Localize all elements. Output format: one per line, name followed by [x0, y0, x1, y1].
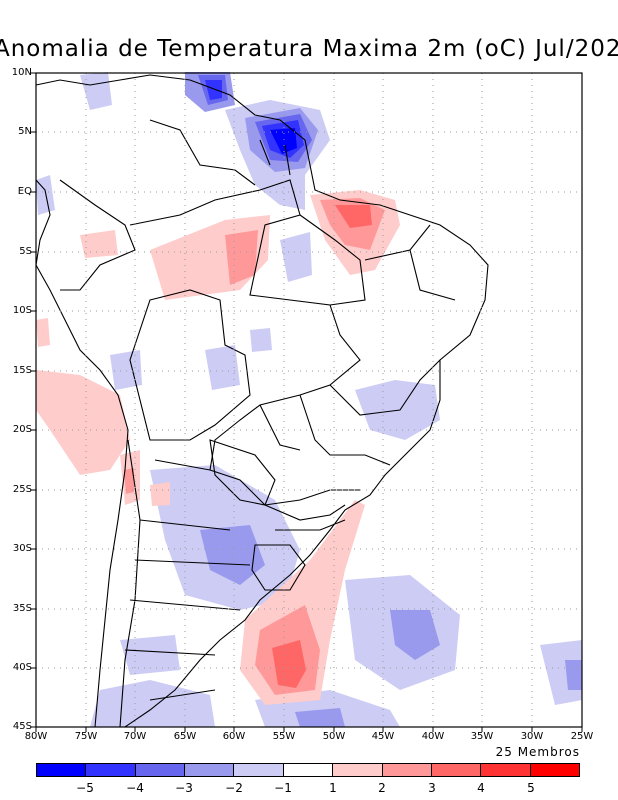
cold-anomaly-central	[110, 328, 440, 440]
lat-label-25s: 25S	[12, 484, 32, 495]
colorbar-cell	[234, 764, 284, 776]
colorbar-cell	[283, 764, 334, 776]
colorbar-cell	[135, 764, 186, 776]
border-colombia-peru	[59, 179, 136, 291]
colorbar-label-1: 1	[329, 781, 337, 795]
anomaly-shading	[36, 72, 582, 727]
colorbar-legend	[36, 763, 580, 777]
colorbar-cell	[431, 764, 482, 776]
lat-label-40s: 40S	[12, 662, 32, 673]
graticule	[36, 73, 582, 727]
lon-label-40w: 40W	[421, 731, 445, 742]
lat-label-5s: 5S	[19, 246, 32, 257]
colorbar-cell	[333, 764, 383, 776]
lat-label-eq: EQ	[17, 186, 32, 197]
lon-label-80w: 80W	[24, 731, 48, 742]
lon-label-50w: 50W	[322, 731, 346, 742]
lat-label-30s: 30S	[12, 543, 32, 554]
lon-label-35w: 35W	[470, 731, 494, 742]
lon-label-25w: 25W	[570, 731, 594, 742]
colorbar-cell	[185, 764, 235, 776]
border-uruguay	[251, 544, 306, 591]
colorbar-label-minus1: −1	[274, 781, 292, 795]
lon-label-75w: 75W	[74, 731, 98, 742]
lat-label-15s: 15S	[12, 365, 32, 376]
colorbar-label-minus3: −3	[175, 781, 193, 795]
border-brazil-states-north	[299, 214, 456, 306]
border-argentina-provinces	[124, 459, 251, 701]
lon-label-70w: 70W	[123, 731, 147, 742]
colorbar-label-minus2: −2	[225, 781, 243, 795]
colorbar-label-2: 2	[378, 781, 386, 795]
lat-label-10s: 10S	[12, 305, 32, 316]
colorbar-cell	[382, 764, 432, 776]
warm-anomaly-west	[36, 318, 170, 506]
warm-anomaly-north	[80, 190, 400, 300]
colorbar-label-5: 5	[527, 781, 535, 795]
lat-label-45s: 45S	[12, 721, 32, 732]
lon-label-65w: 65W	[173, 731, 197, 742]
colorbar-label-minus4: −4	[126, 781, 144, 795]
coastline-west	[35, 179, 129, 728]
lon-label-55w: 55W	[272, 731, 296, 742]
border-bolivia	[129, 289, 251, 441]
warm-anomaly-south	[240, 500, 365, 705]
colorbar-cell	[481, 764, 531, 776]
ensemble-members-label: 25 Membros	[495, 745, 580, 759]
lon-label-60w: 60W	[222, 731, 246, 742]
map-frame	[31, 72, 583, 732]
colorbar-cell	[530, 764, 579, 776]
map-title: Anomalia de Temperatura Maxima 2m (oC) J…	[0, 36, 618, 62]
border-brazil-west	[129, 179, 361, 521]
cold-anomaly-south	[90, 465, 582, 727]
lon-label-45w: 45W	[371, 731, 395, 742]
colorbar-label-4: 4	[477, 781, 485, 795]
lon-label-30w: 30W	[520, 731, 544, 742]
lat-label-10n: 10N	[11, 67, 32, 78]
colorbar-label-minus5: −5	[76, 781, 94, 795]
cold-anomaly-north	[36, 72, 330, 282]
lat-label-35s: 35S	[12, 603, 32, 614]
border-brazil-states-central	[259, 359, 441, 466]
border-brazil-states-south	[264, 489, 360, 531]
coastline-north	[35, 74, 489, 728]
lat-label-5n: 5N	[18, 126, 32, 137]
colorbar-cell	[86, 764, 136, 776]
country-borders	[35, 74, 489, 728]
colorbar-label-3: 3	[428, 781, 436, 795]
lat-label-20s: 20S	[12, 424, 32, 435]
colorbar-cell	[37, 764, 87, 776]
border-venezuela-guyanas	[149, 119, 291, 186]
